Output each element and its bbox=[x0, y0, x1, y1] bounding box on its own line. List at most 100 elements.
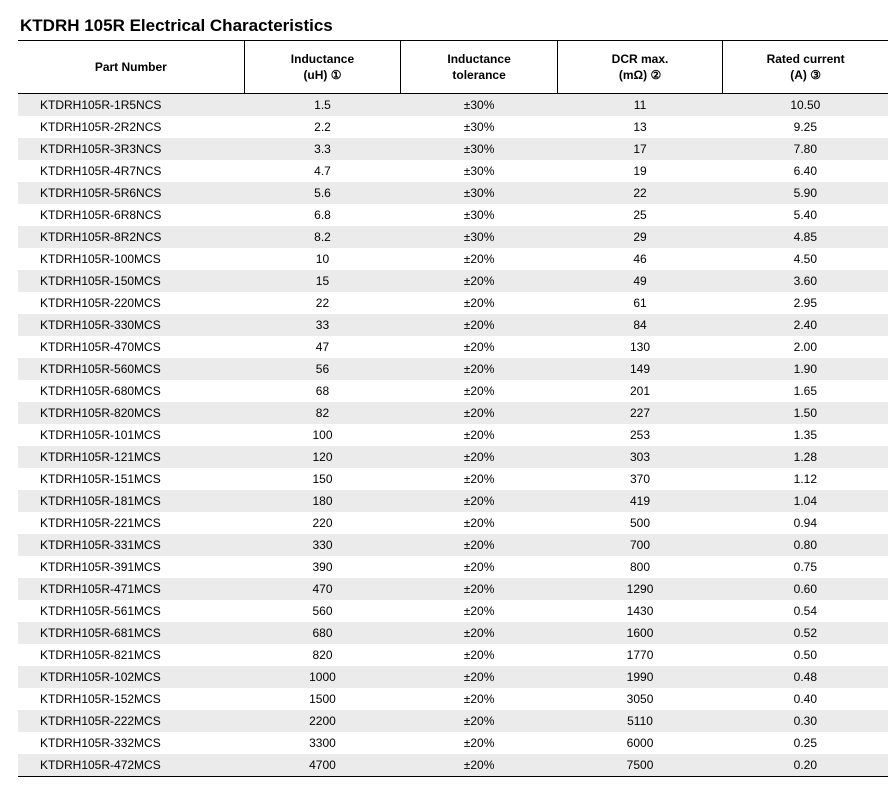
cell-tolerance: ±20% bbox=[401, 512, 558, 534]
table-row: KTDRH105R-391MCS390±20%8000.75 bbox=[18, 556, 888, 578]
cell-inductance: 220 bbox=[244, 512, 401, 534]
cell-tolerance: ±30% bbox=[401, 94, 558, 117]
cell-tolerance: ±20% bbox=[401, 688, 558, 710]
table-row: KTDRH105R-332MCS3300±20%60000.25 bbox=[18, 732, 888, 754]
cell-dcr: 1290 bbox=[557, 578, 722, 600]
table-row: KTDRH105R-152MCS1500±20%30500.40 bbox=[18, 688, 888, 710]
cell-tolerance: ±20% bbox=[401, 468, 558, 490]
cell-rated-current: 6.40 bbox=[723, 160, 888, 182]
cell-dcr: 22 bbox=[557, 182, 722, 204]
cell-part-number: KTDRH105R-100MCS bbox=[18, 248, 244, 270]
header-line: (uH) ① bbox=[303, 68, 341, 82]
cell-inductance: 4.7 bbox=[244, 160, 401, 182]
table-row: KTDRH105R-330MCS33±20%842.40 bbox=[18, 314, 888, 336]
cell-inductance: 3300 bbox=[244, 732, 401, 754]
cell-inductance: 6.8 bbox=[244, 204, 401, 226]
cell-inductance: 5.6 bbox=[244, 182, 401, 204]
cell-dcr: 61 bbox=[557, 292, 722, 314]
cell-rated-current: 1.12 bbox=[723, 468, 888, 490]
cell-part-number: KTDRH105R-222MCS bbox=[18, 710, 244, 732]
table-row: KTDRH105R-561MCS560±20%14300.54 bbox=[18, 600, 888, 622]
cell-part-number: KTDRH105R-2R2NCS bbox=[18, 116, 244, 138]
cell-tolerance: ±30% bbox=[401, 204, 558, 226]
cell-tolerance: ±30% bbox=[401, 160, 558, 182]
cell-part-number: KTDRH105R-220MCS bbox=[18, 292, 244, 314]
cell-inductance: 1.5 bbox=[244, 94, 401, 117]
cell-dcr: 227 bbox=[557, 402, 722, 424]
cell-part-number: KTDRH105R-332MCS bbox=[18, 732, 244, 754]
cell-dcr: 253 bbox=[557, 424, 722, 446]
cell-tolerance: ±20% bbox=[401, 666, 558, 688]
cell-part-number: KTDRH105R-820MCS bbox=[18, 402, 244, 424]
table-row: KTDRH105R-560MCS56±20%1491.90 bbox=[18, 358, 888, 380]
cell-dcr: 1430 bbox=[557, 600, 722, 622]
cell-tolerance: ±20% bbox=[401, 336, 558, 358]
cell-inductance: 390 bbox=[244, 556, 401, 578]
table-row: KTDRH105R-5R6NCS5.6±30%225.90 bbox=[18, 182, 888, 204]
cell-part-number: KTDRH105R-681MCS bbox=[18, 622, 244, 644]
cell-inductance: 120 bbox=[244, 446, 401, 468]
cell-part-number: KTDRH105R-151MCS bbox=[18, 468, 244, 490]
cell-inductance: 47 bbox=[244, 336, 401, 358]
cell-inductance: 33 bbox=[244, 314, 401, 336]
cell-tolerance: ±30% bbox=[401, 138, 558, 160]
cell-tolerance: ±20% bbox=[401, 754, 558, 777]
cell-dcr: 201 bbox=[557, 380, 722, 402]
cell-dcr: 1770 bbox=[557, 644, 722, 666]
cell-inductance: 3.3 bbox=[244, 138, 401, 160]
table-row: KTDRH105R-8R2NCS8.2±30%294.85 bbox=[18, 226, 888, 248]
table-row: KTDRH105R-6R8NCS6.8±30%255.40 bbox=[18, 204, 888, 226]
table-row: KTDRH105R-681MCS680±20%16000.52 bbox=[18, 622, 888, 644]
cell-inductance: 1000 bbox=[244, 666, 401, 688]
cell-dcr: 370 bbox=[557, 468, 722, 490]
table-row: KTDRH105R-221MCS220±20%5000.94 bbox=[18, 512, 888, 534]
cell-dcr: 49 bbox=[557, 270, 722, 292]
cell-inductance: 82 bbox=[244, 402, 401, 424]
cell-dcr: 29 bbox=[557, 226, 722, 248]
cell-inductance: 100 bbox=[244, 424, 401, 446]
cell-tolerance: ±20% bbox=[401, 380, 558, 402]
cell-rated-current: 9.25 bbox=[723, 116, 888, 138]
cell-inductance: 10 bbox=[244, 248, 401, 270]
table-body: KTDRH105R-1R5NCS1.5±30%1110.50KTDRH105R-… bbox=[18, 94, 888, 777]
cell-tolerance: ±20% bbox=[401, 490, 558, 512]
cell-part-number: KTDRH105R-121MCS bbox=[18, 446, 244, 468]
cell-part-number: KTDRH105R-101MCS bbox=[18, 424, 244, 446]
header-line: Rated current bbox=[767, 52, 845, 66]
cell-dcr: 46 bbox=[557, 248, 722, 270]
cell-inductance: 330 bbox=[244, 534, 401, 556]
cell-inductance: 820 bbox=[244, 644, 401, 666]
cell-dcr: 19 bbox=[557, 160, 722, 182]
cell-dcr: 700 bbox=[557, 534, 722, 556]
cell-tolerance: ±20% bbox=[401, 534, 558, 556]
table-row: KTDRH105R-220MCS22±20%612.95 bbox=[18, 292, 888, 314]
cell-part-number: KTDRH105R-5R6NCS bbox=[18, 182, 244, 204]
cell-part-number: KTDRH105R-391MCS bbox=[18, 556, 244, 578]
cell-tolerance: ±20% bbox=[401, 424, 558, 446]
cell-part-number: KTDRH105R-472MCS bbox=[18, 754, 244, 777]
header-line: Inductance bbox=[447, 52, 510, 66]
table-header-row: Part Number Inductance (uH) ① Inductance… bbox=[18, 41, 888, 94]
cell-dcr: 6000 bbox=[557, 732, 722, 754]
cell-part-number: KTDRH105R-152MCS bbox=[18, 688, 244, 710]
cell-rated-current: 1.65 bbox=[723, 380, 888, 402]
cell-rated-current: 0.52 bbox=[723, 622, 888, 644]
cell-dcr: 84 bbox=[557, 314, 722, 336]
cell-tolerance: ±20% bbox=[401, 600, 558, 622]
cell-rated-current: 1.28 bbox=[723, 446, 888, 468]
cell-rated-current: 3.60 bbox=[723, 270, 888, 292]
cell-inductance: 180 bbox=[244, 490, 401, 512]
cell-rated-current: 5.40 bbox=[723, 204, 888, 226]
cell-tolerance: ±20% bbox=[401, 732, 558, 754]
header-line: (mΩ) ② bbox=[619, 68, 661, 82]
cell-part-number: KTDRH105R-471MCS bbox=[18, 578, 244, 600]
cell-rated-current: 2.95 bbox=[723, 292, 888, 314]
cell-dcr: 1990 bbox=[557, 666, 722, 688]
table-row: KTDRH105R-222MCS2200±20%51100.30 bbox=[18, 710, 888, 732]
cell-rated-current: 0.40 bbox=[723, 688, 888, 710]
cell-rated-current: 0.80 bbox=[723, 534, 888, 556]
table-row: KTDRH105R-121MCS120±20%3031.28 bbox=[18, 446, 888, 468]
cell-rated-current: 1.35 bbox=[723, 424, 888, 446]
cell-tolerance: ±30% bbox=[401, 182, 558, 204]
table-row: KTDRH105R-472MCS4700±20%75000.20 bbox=[18, 754, 888, 777]
